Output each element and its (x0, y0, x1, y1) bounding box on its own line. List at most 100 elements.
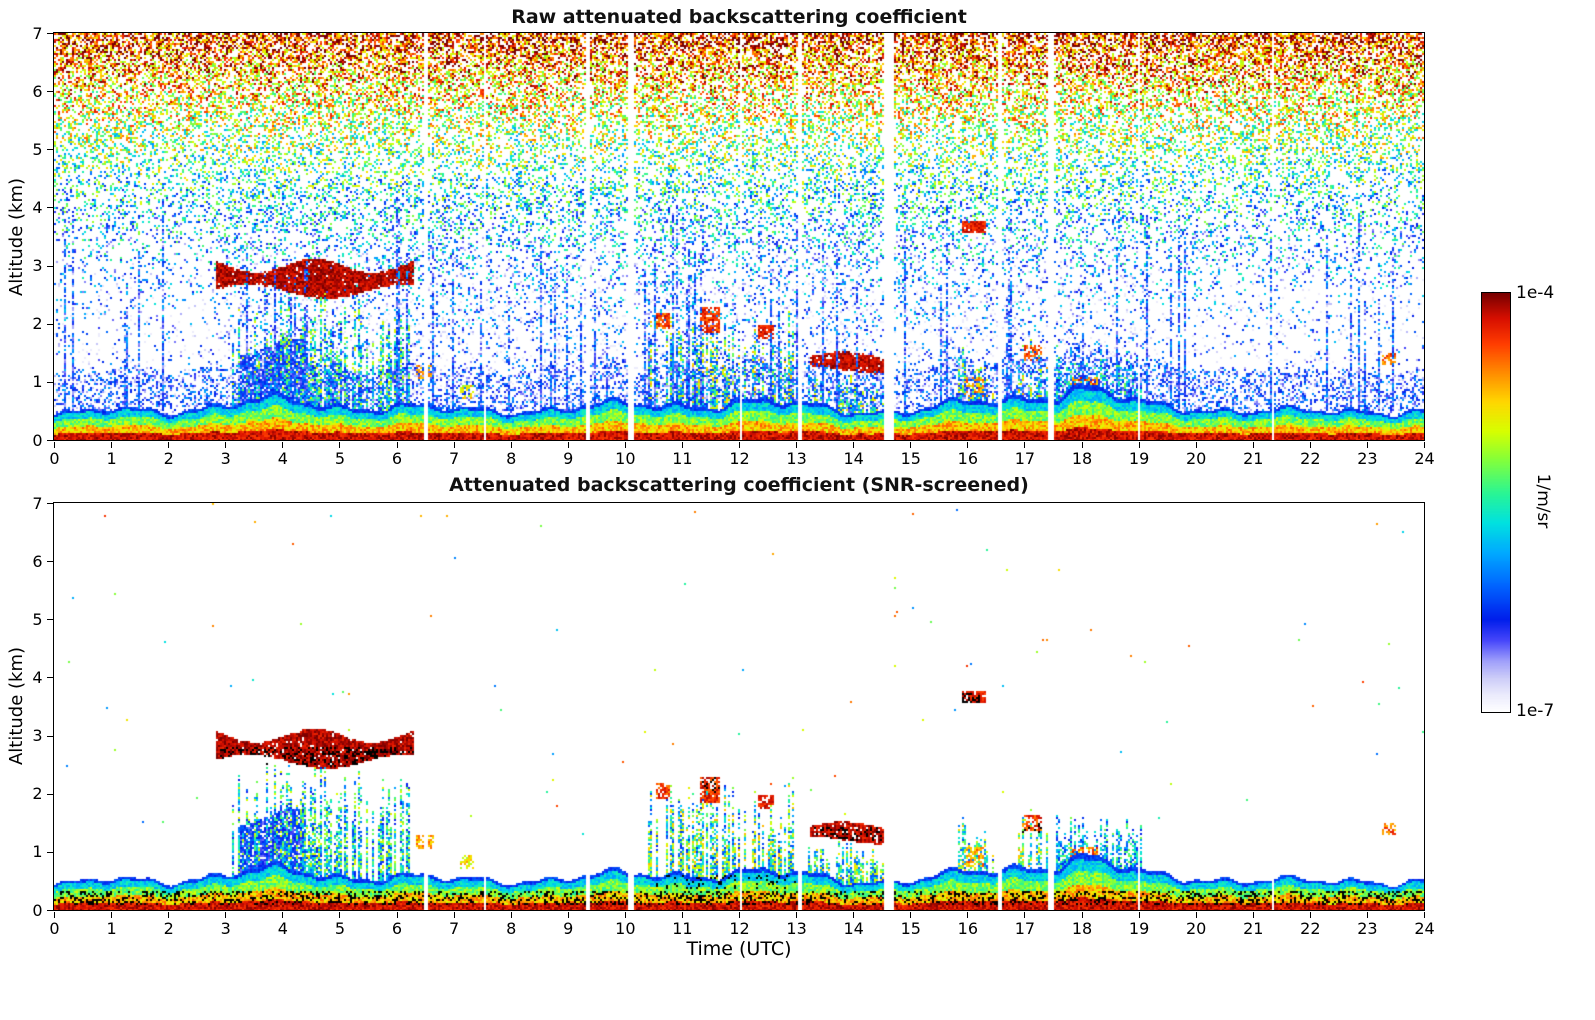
x-tick-mark (396, 912, 398, 918)
x-tick-mark (225, 912, 227, 918)
x-tick-mark (168, 442, 170, 448)
x-tick-mark (510, 442, 512, 448)
x-tick-label: 22 (1300, 918, 1321, 938)
x-tick-mark (54, 912, 55, 918)
x-tick-mark (1309, 442, 1311, 448)
y-tick-mark (47, 851, 53, 853)
x-tick-label: 12 (729, 918, 750, 938)
y-tick-label: 3 (32, 726, 43, 746)
y-tick-mark (47, 33, 53, 34)
colorbar-max-label: 1e-4 (1516, 283, 1555, 303)
y-tick-label: 3 (32, 256, 43, 276)
x-tick-label: 21 (1243, 918, 1264, 938)
x-tick-mark (739, 442, 740, 448)
x-tick-mark (796, 442, 798, 448)
panel-title-screened: Attenuated backscattering coefficient (S… (449, 474, 1029, 496)
x-tick-mark (681, 912, 683, 918)
x-tick-label: 10 (615, 918, 636, 938)
y-tick-mark (47, 265, 53, 267)
x-tick-label: 21 (1243, 448, 1264, 468)
x-tick-mark (796, 912, 798, 918)
x-tick-mark (1252, 442, 1254, 448)
x-tick-label: 18 (1071, 448, 1093, 468)
x-tick-label: 11 (672, 918, 693, 938)
x-tick-label: 13 (786, 918, 807, 938)
x-tick-label: 5 (334, 918, 345, 938)
x-tick-mark (1024, 442, 1026, 448)
x-tick-label: 20 (1185, 448, 1207, 468)
x-tick-mark (1138, 912, 1140, 918)
y-tick-mark (47, 735, 53, 737)
x-tick-label: 17 (1014, 918, 1036, 938)
x-tick-label: 0 (49, 918, 60, 938)
x-tick-mark (225, 442, 227, 448)
y-tick-label: 1 (32, 372, 43, 392)
x-tick-mark (1081, 912, 1083, 918)
x-tick-mark (339, 442, 341, 448)
x-tick-mark (396, 442, 398, 448)
x-tick-mark (1081, 442, 1083, 448)
x-tick-mark (567, 442, 569, 448)
x-tick-label: 1 (106, 448, 117, 468)
x-tick-mark (739, 912, 740, 918)
y-tick-mark (47, 910, 53, 911)
x-tick-label: 2 (163, 918, 174, 938)
x-tick-label: 4 (277, 448, 288, 468)
colorbar-unit-label: 1/m/sr (1533, 473, 1553, 529)
y-axis-label-top: Altitude (km) (6, 177, 27, 297)
y-tick-label: 2 (32, 314, 43, 334)
y-tick-label: 7 (32, 493, 43, 513)
y-tick-label: 5 (32, 609, 43, 629)
y-tick-mark (47, 503, 53, 504)
y-tick-label: 7 (32, 23, 43, 43)
x-tick-mark (853, 442, 855, 448)
y-tick-mark (47, 91, 53, 93)
x-tick-label: 14 (843, 918, 864, 938)
colorbar (1481, 292, 1511, 713)
y-tick-mark (47, 677, 53, 679)
x-tick-mark (910, 442, 912, 448)
x-tick-mark (282, 912, 284, 918)
screened-backscatter-heatmap (53, 502, 1425, 911)
x-tick-mark (111, 912, 113, 918)
x-tick-mark (1195, 442, 1197, 448)
x-tick-label: 6 (391, 448, 403, 468)
x-tick-label: 19 (1128, 448, 1150, 468)
panel-title-raw: Raw attenuated backscattering coefficien… (511, 6, 967, 28)
x-tick-mark (510, 912, 512, 918)
x-tick-label: 15 (900, 918, 921, 938)
y-tick-mark (47, 381, 53, 383)
x-tick-mark (54, 442, 55, 448)
y-tick-label: 0 (32, 430, 43, 450)
colorbar-min-label: 1e-7 (1516, 701, 1555, 721)
x-tick-mark (967, 912, 969, 918)
x-tick-mark (111, 442, 113, 448)
x-axis-label: Time (UTC) (686, 938, 792, 960)
x-tick-mark (1366, 442, 1368, 448)
x-tick-mark (1024, 912, 1026, 918)
y-tick-label: 0 (32, 900, 43, 920)
x-tick-label: 18 (1071, 918, 1093, 938)
x-tick-label: 3 (220, 918, 231, 938)
raw-backscatter-heatmap (53, 32, 1425, 441)
x-tick-label: 23 (1357, 448, 1378, 468)
x-tick-label: 7 (448, 918, 460, 938)
x-tick-mark (624, 912, 626, 918)
x-tick-label: 9 (563, 448, 574, 468)
x-tick-mark (1195, 912, 1197, 918)
y-tick-mark (47, 323, 53, 325)
y-axis-label-bottom: Altitude (km) (6, 646, 27, 766)
y-tick-mark (47, 619, 53, 621)
colorbar-gradient (1482, 293, 1510, 712)
x-tick-label: 5 (334, 448, 345, 468)
x-tick-mark (567, 912, 569, 918)
x-tick-label: 8 (506, 448, 517, 468)
x-tick-label: 19 (1128, 918, 1150, 938)
y-tick-mark (47, 207, 53, 209)
x-tick-mark (339, 912, 341, 918)
x-tick-label: 20 (1185, 918, 1207, 938)
x-tick-label: 1 (106, 918, 117, 938)
x-tick-label: 2 (163, 448, 174, 468)
x-tick-label: 15 (900, 448, 921, 468)
